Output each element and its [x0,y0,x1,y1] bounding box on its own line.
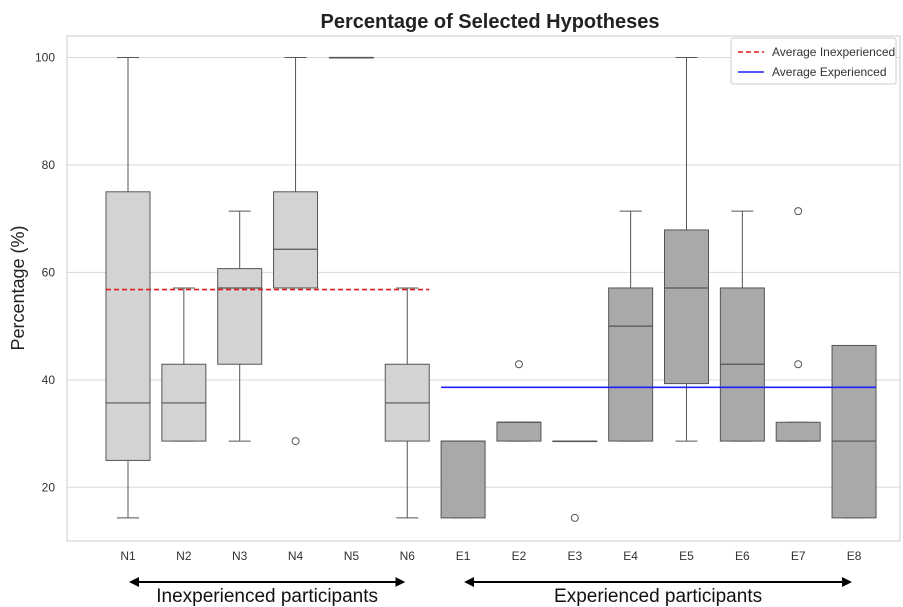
box-body [217,268,263,365]
box-E2 [496,360,542,442]
box-N5 [328,56,374,59]
x-tick-label-N3: N3 [232,549,248,563]
box-E7 [775,207,821,442]
plot-frame [66,35,901,542]
y-tick-label-60: 60 [42,265,56,279]
y-tick-label-20: 20 [42,480,56,494]
box-body [664,229,709,385]
x-tick-label-N6: N6 [400,549,416,563]
box-body [440,440,486,519]
x-tick-label-N5: N5 [344,549,360,563]
box-N3 [217,210,263,442]
y-tick-label-80: 80 [42,158,56,172]
legend: Average Inexperienced Average Experienced [730,37,897,85]
outlier-point [291,437,300,446]
x-tick-label-N2: N2 [176,549,192,563]
box-body [273,191,319,289]
group-labels: Inexperienced participants Experienced pa… [129,577,853,607]
box-E3 [552,440,598,522]
outlier-point [794,360,803,369]
x-tick-label-E1: E1 [456,549,471,563]
x-tick-label-E3: E3 [567,549,582,563]
reference-lines [106,288,877,389]
group-inexperienced-participants: Inexperienced participants [129,577,406,607]
outlier-point [514,360,523,369]
box-body [775,421,821,442]
y-tick-label-40: 40 [42,373,56,387]
group-experienced-participants: Experienced participants [464,577,853,607]
x-tick-label-E2: E2 [512,549,527,563]
box-E8 [831,344,877,519]
y-tick-label-100: 100 [35,50,55,64]
box-E5 [664,56,709,442]
box-N4 [273,56,319,446]
box-N1 [105,56,151,519]
y-axis-ticks: 20 40 60 80 100 [35,50,55,494]
group-label-text: Experienced participants [554,586,762,607]
chart-title: Percentage of Selected Hypotheses [320,11,659,33]
legend-box [730,37,897,85]
legend-label-1: Average Experienced [772,65,887,79]
outlier-point [570,513,579,522]
boxes [105,56,877,522]
group-label-text: Inexperienced participants [156,586,378,607]
x-tick-label-N1: N1 [120,549,136,563]
box-body [496,421,542,442]
box-body [105,191,151,461]
y-axis-label: Percentage (%) [8,225,28,350]
x-tick-label-E4: E4 [623,549,638,563]
x-tick-label-E8: E8 [847,549,862,563]
legend-label-0: Average Inexperienced [772,45,895,59]
box-E1 [440,440,486,519]
x-tick-label-E6: E6 [735,549,750,563]
box-body [831,344,877,519]
x-tick-label-E5: E5 [679,549,694,563]
x-tick-label-N4: N4 [288,549,304,563]
box-N6 [384,287,430,519]
outlier-point [794,207,803,216]
x-axis-ticks: N1 N2 N3 N4 N5 N6 E1 E2 E3 E4 E5 E6 E7 E8 [120,549,861,563]
box-body [608,287,654,442]
box-N2 [161,287,207,442]
box-E4 [608,210,654,442]
box-E6 [719,210,765,442]
x-tick-label-E7: E7 [791,549,806,563]
